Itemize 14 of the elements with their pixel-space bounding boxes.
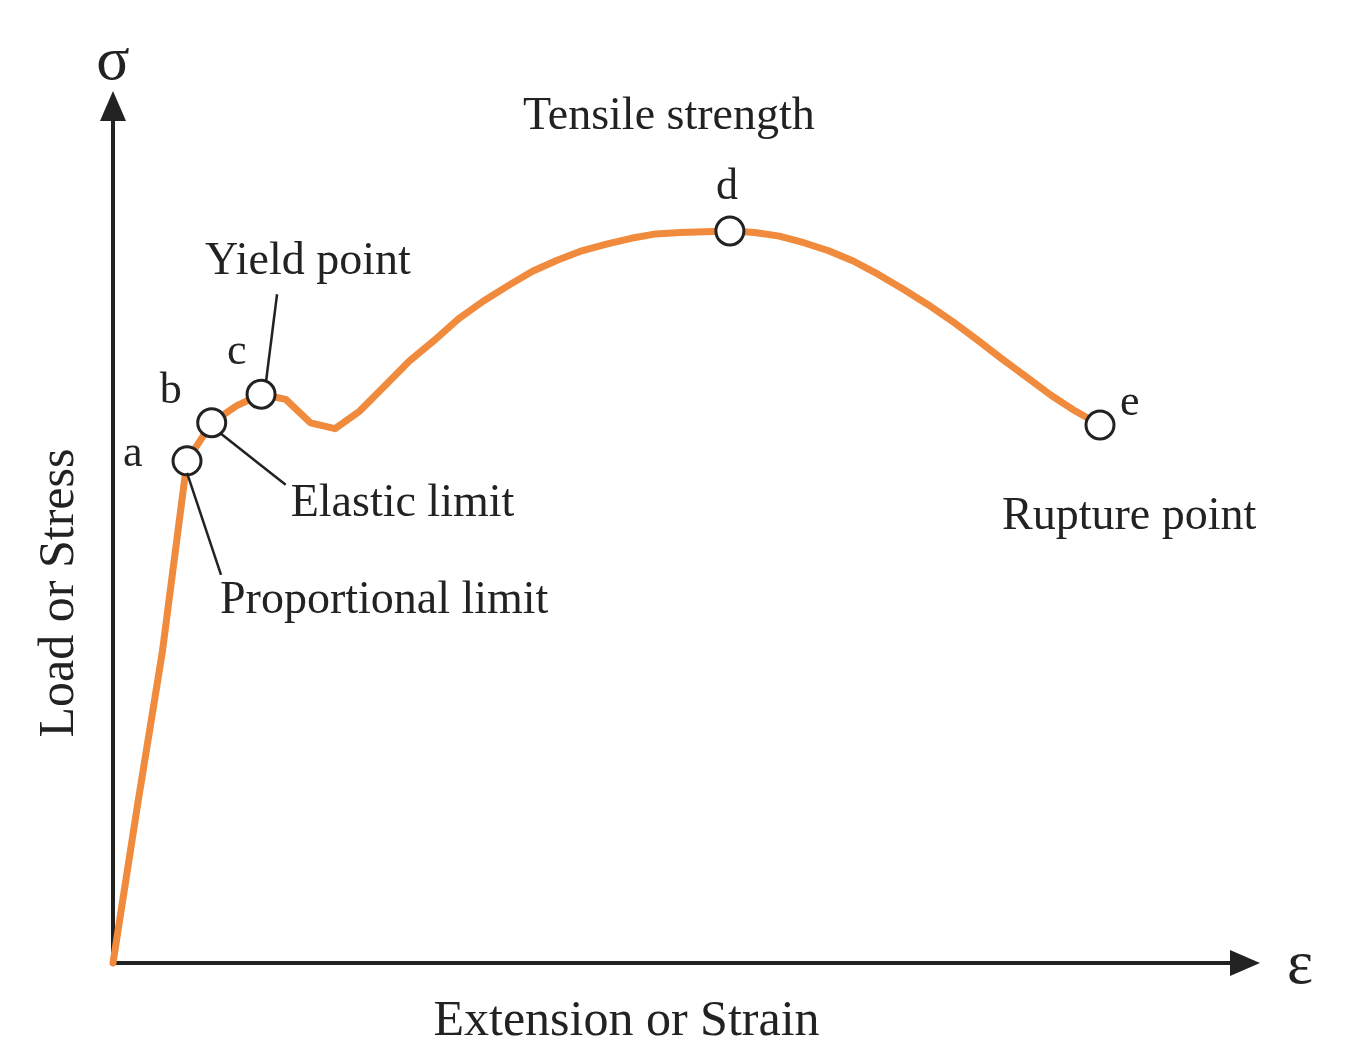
annotation: c <box>227 325 247 375</box>
annotation: a <box>123 426 143 476</box>
annotation: Yield point <box>205 233 411 285</box>
y-axis-title: Load or Stress <box>28 448 84 738</box>
x-axis-title: Extension or Strain <box>433 990 820 1046</box>
text: ε <box>1286 928 1314 996</box>
text: e <box>1120 375 1140 425</box>
text: d <box>715 160 738 209</box>
annotation: Rupture point <box>1002 487 1257 539</box>
text: Tensile strength <box>522 88 815 139</box>
annotation: Elastic limit <box>290 474 515 526</box>
text: σ <box>96 24 130 92</box>
annotation: b <box>159 363 182 413</box>
annotation: Proportional limit <box>220 571 549 623</box>
